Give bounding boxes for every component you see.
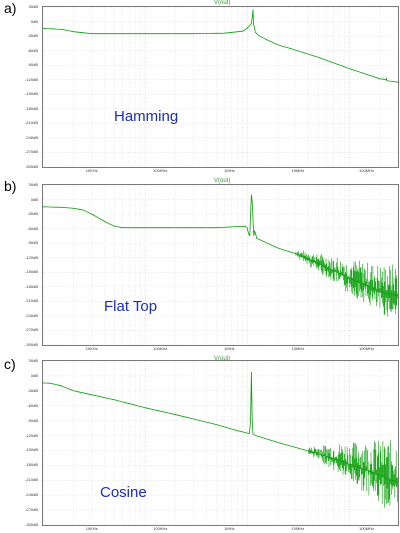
window-type-label: Cosine — [100, 484, 147, 501]
x-tick-label: 1MHz — [224, 346, 235, 351]
y-tick-label: -120dB — [25, 76, 38, 82]
x-tick-label: 100MHz — [359, 526, 374, 531]
chart-panel-b: b) V(out) 30dB 0dB -30dB -60dB -90dB -120dB -1… — [0, 178, 400, 356]
plot-svg — [43, 361, 398, 525]
y-tick-label: 0dB — [30, 18, 38, 24]
plot-svg — [43, 185, 398, 345]
plot-area — [42, 184, 399, 346]
y-tick-label: 0dB — [30, 196, 38, 202]
y-tick-label: -180dB — [25, 283, 38, 289]
y-tick-label: -60dB — [27, 402, 38, 408]
y-tick-label: -240dB — [25, 134, 38, 140]
x-tick-label: 1MHz — [224, 168, 235, 173]
y-tick-label: -30dB — [27, 387, 38, 393]
x-tick-label: 10KHz — [85, 168, 98, 173]
y-tick-label: -300dB — [25, 522, 38, 527]
y-tick-label: -180dB — [25, 462, 38, 468]
x-tick-label: 10MHz — [291, 168, 305, 173]
x-tick-label: 100MHz — [359, 168, 374, 173]
y-tick-label: -90dB — [27, 62, 38, 68]
y-tick-label: -180dB — [25, 105, 38, 111]
y-tick-label: -150dB — [25, 447, 38, 453]
trace-name: V(out) — [214, 178, 231, 184]
plot-svg — [43, 7, 398, 167]
plot-area — [42, 360, 399, 526]
y-tick-label: -210dB — [25, 298, 38, 304]
x-tick-label: 10KHz — [85, 526, 98, 531]
y-tick-label: -90dB — [27, 417, 38, 423]
y-tick-label: -120dB — [25, 432, 38, 438]
series-line — [43, 9, 398, 83]
y-tick-label: -270dB — [25, 149, 38, 155]
y-tick-label: 30dB — [28, 358, 38, 363]
y-tick-label: -90dB — [27, 240, 38, 246]
y-tick-label: -30dB — [27, 33, 38, 39]
y-tick-label: -60dB — [27, 225, 38, 231]
x-tick-label: 10MHz — [291, 526, 305, 531]
y-tick-label: -150dB — [25, 91, 38, 97]
window-type-label: Hamming — [114, 108, 179, 125]
panel-label: c) — [4, 356, 16, 372]
y-tick-label: -240dB — [25, 492, 38, 498]
chart-panel-c: c) V(out) 30dB 0dB -30dB -60dB -90dB -120dB -1… — [0, 356, 400, 533]
y-tick-label: -270dB — [25, 507, 38, 513]
y-tick-label: -60dB — [27, 47, 38, 53]
y-tick-label: -270dB — [25, 327, 38, 333]
y-tick-label: -300dB — [25, 164, 38, 169]
x-tick-label: 100KHz — [153, 168, 168, 173]
y-tick-label: 0dB — [30, 372, 38, 378]
y-tick-label: -240dB — [25, 312, 38, 318]
x-tick-label: 100KHz — [153, 526, 168, 531]
y-tick-label: -300dB — [25, 342, 38, 347]
x-tick-label: 100KHz — [153, 346, 168, 351]
noise-floor-band — [308, 439, 398, 508]
trace-name: V(out) — [214, 356, 231, 362]
x-tick-label: 1MHz — [224, 526, 235, 531]
x-tick-label: 10MHz — [291, 346, 305, 351]
x-tick-label: 100MHz — [359, 346, 374, 351]
window-type-label: Flat Top — [104, 298, 158, 315]
y-tick-label: 30dB — [28, 182, 38, 187]
y-tick-label: -210dB — [25, 120, 38, 126]
noise-floor-band — [295, 250, 398, 317]
panel-label: a) — [4, 0, 17, 16]
plot-area — [42, 6, 399, 168]
y-tick-label: -120dB — [25, 254, 38, 260]
x-tick-label: 10KHz — [85, 346, 98, 351]
panel-label: b) — [4, 178, 17, 194]
y-tick-label: -150dB — [25, 269, 38, 275]
y-tick-label: 30dB — [28, 4, 38, 9]
chart-panel-a: a) V(out) 30dB 0dB -30dB -60dB -90dB -120dB -1… — [0, 0, 400, 178]
y-tick-label: -210dB — [25, 477, 38, 483]
trace-name: V(out) — [214, 0, 231, 6]
y-tick-label: -30dB — [27, 211, 38, 217]
